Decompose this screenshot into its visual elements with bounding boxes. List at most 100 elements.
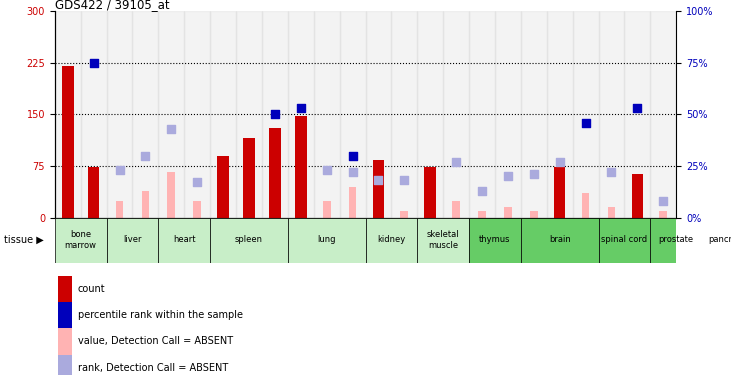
Text: spleen: spleen: [235, 236, 263, 244]
Point: [502, 173, 514, 179]
Bar: [323, 201, 330, 217]
Bar: [314, 11, 340, 217]
Text: value, Detection Call = ABSENT: value, Detection Call = ABSENT: [77, 336, 233, 346]
Text: GDS422 / 39105_at: GDS422 / 39105_at: [55, 0, 170, 11]
Bar: [530, 211, 538, 217]
Bar: [269, 128, 281, 217]
Bar: [217, 156, 229, 218]
Bar: [243, 138, 255, 218]
Bar: [599, 11, 624, 217]
Point: [373, 177, 385, 183]
Bar: [554, 167, 566, 217]
Text: heart: heart: [173, 236, 195, 244]
Bar: [547, 11, 572, 217]
Bar: [401, 211, 408, 217]
Text: spinal cord: spinal cord: [602, 236, 648, 244]
Bar: [142, 190, 149, 217]
Bar: [469, 11, 495, 217]
Bar: [373, 160, 385, 218]
Bar: [193, 201, 201, 217]
Bar: [340, 11, 366, 217]
Bar: [572, 11, 599, 217]
Bar: [417, 11, 443, 217]
Bar: [349, 187, 357, 218]
Point: [476, 188, 488, 194]
Point: [192, 180, 203, 186]
Point: [580, 120, 591, 126]
Bar: [62, 66, 74, 218]
Point: [295, 105, 306, 111]
Bar: [582, 193, 589, 217]
Text: prostate: prostate: [659, 236, 694, 244]
Text: kidney: kidney: [377, 236, 406, 244]
Bar: [210, 11, 236, 217]
Point: [398, 177, 410, 183]
Bar: [521, 217, 599, 262]
Bar: [184, 11, 210, 217]
Bar: [58, 354, 72, 375]
Text: count: count: [77, 284, 105, 294]
Point: [657, 198, 669, 204]
Point: [346, 169, 358, 175]
Text: thymus: thymus: [480, 236, 511, 244]
Text: percentile rank within the sample: percentile rank within the sample: [77, 310, 243, 320]
Bar: [132, 11, 159, 217]
Bar: [211, 217, 288, 262]
Bar: [443, 11, 469, 217]
Point: [632, 105, 643, 111]
Bar: [288, 11, 314, 217]
Point: [554, 159, 566, 165]
Bar: [417, 217, 469, 262]
Bar: [624, 11, 651, 217]
Bar: [107, 217, 159, 262]
Bar: [115, 201, 124, 217]
Point: [321, 167, 333, 173]
Bar: [88, 167, 99, 217]
Point: [346, 153, 358, 159]
Point: [140, 153, 151, 159]
Text: bone
marrow: bone marrow: [65, 230, 96, 250]
Bar: [366, 11, 391, 217]
Text: brain: brain: [549, 236, 571, 244]
Text: tissue ▶: tissue ▶: [4, 235, 43, 245]
Bar: [504, 207, 512, 218]
Bar: [469, 217, 520, 262]
Bar: [159, 217, 211, 262]
Bar: [425, 167, 436, 217]
Bar: [167, 172, 175, 217]
Bar: [659, 211, 667, 217]
Text: liver: liver: [124, 236, 142, 244]
Bar: [80, 11, 107, 217]
Point: [88, 60, 99, 66]
Bar: [651, 217, 702, 262]
Point: [450, 159, 462, 165]
Bar: [599, 217, 651, 262]
Bar: [107, 11, 132, 217]
Bar: [520, 11, 547, 217]
Bar: [452, 201, 460, 217]
Bar: [495, 11, 520, 217]
Bar: [55, 217, 107, 262]
Bar: [651, 11, 676, 217]
Point: [605, 169, 617, 175]
Bar: [262, 11, 288, 217]
Point: [165, 126, 177, 132]
Bar: [295, 116, 306, 218]
Bar: [58, 302, 72, 328]
Bar: [632, 174, 643, 217]
Bar: [391, 11, 417, 217]
Point: [528, 171, 539, 177]
Bar: [58, 328, 72, 354]
Bar: [366, 217, 417, 262]
Text: lung: lung: [317, 236, 336, 244]
Bar: [288, 217, 366, 262]
Bar: [58, 276, 72, 302]
Bar: [702, 217, 731, 262]
Text: skeletal
muscle: skeletal muscle: [427, 230, 460, 250]
Point: [114, 167, 126, 173]
Bar: [236, 11, 262, 217]
Bar: [607, 207, 616, 218]
Point: [269, 111, 281, 117]
Bar: [159, 11, 184, 217]
Text: pancreas: pancreas: [708, 236, 731, 244]
